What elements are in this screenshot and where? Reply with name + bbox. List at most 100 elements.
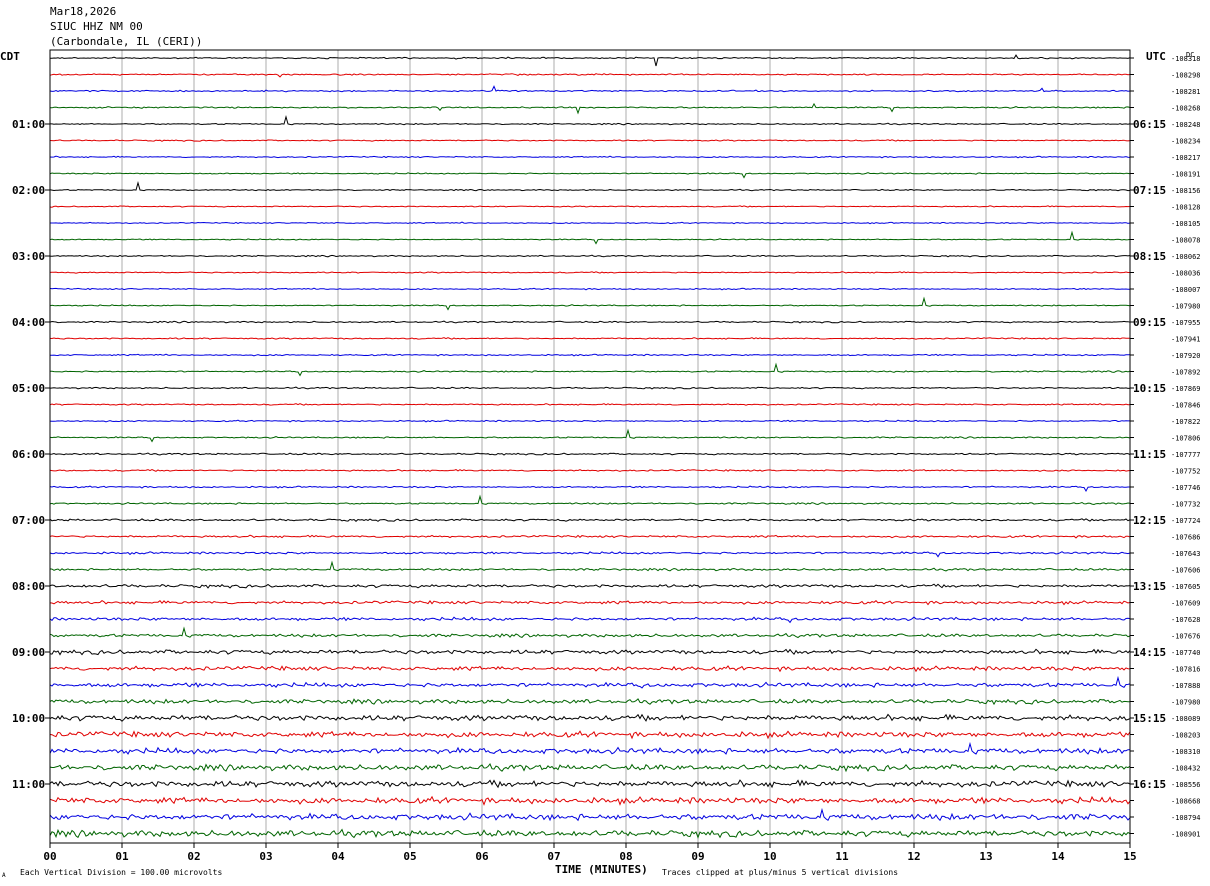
trace-5 — [50, 115, 1131, 126]
x-tick-label: 12 — [907, 850, 920, 863]
cdt-hour-label: 01:00 — [12, 118, 45, 131]
utc-hour-label: 07:15 — [1133, 184, 1166, 197]
trace-offset-label: -108007 — [1171, 286, 1201, 294]
trace-42 — [49, 730, 1131, 740]
trace-offset-label: -108298 — [1171, 72, 1201, 80]
trace-37 — [49, 648, 1131, 656]
station-location: (Carbondale, IL (CERI)) — [50, 35, 203, 48]
x-tick-label: 03 — [259, 850, 272, 863]
trace-offset-label: -108156 — [1171, 187, 1201, 195]
trace-20 — [49, 362, 1131, 377]
trace-offset-label: -107740 — [1171, 649, 1201, 657]
right-axis-label: UTC — [1146, 50, 1166, 63]
trace-4 — [49, 102, 1131, 115]
left-time-axis: 01:00 02:00 03:00 04:00 05:00 06:00 07:00 08:00… — [12, 118, 50, 791]
trace-offset-label: -108901 — [1171, 831, 1201, 839]
trace-26 — [49, 468, 1131, 472]
cdt-hour-label: 02:00 — [12, 184, 45, 197]
scale-note: Each Vertical Division = 100.00 microvol… — [20, 868, 222, 877]
x-tick-label: 11 — [835, 850, 849, 863]
trace-offset-label: -108281 — [1171, 88, 1201, 96]
cdt-hour-label: 06:00 — [12, 448, 45, 461]
trace-3 — [49, 85, 1131, 93]
utc-hour-label: 15:15 — [1133, 712, 1166, 725]
trace-12 — [49, 230, 1131, 245]
x-tick-label: 15 — [1123, 850, 1136, 863]
trace-offset-label: -108217 — [1171, 154, 1201, 162]
trace-offset-label: -108310 — [1171, 748, 1201, 756]
cdt-hour-label: 03:00 — [12, 250, 45, 263]
trace-7 — [49, 155, 1131, 159]
trace-offset-label: -107816 — [1171, 666, 1201, 674]
trace-48 — [49, 828, 1131, 839]
trace-29 — [49, 518, 1131, 522]
x-axis-title: TIME (MINUTES) — [555, 863, 648, 876]
trace-offset-label: -108078 — [1171, 237, 1201, 245]
trace-offset-label: -108036 — [1171, 270, 1201, 278]
top-right-tag: DC — [1186, 51, 1194, 59]
trace-offset-label: -108203 — [1171, 732, 1201, 740]
trace-offset-label: -107686 — [1171, 534, 1201, 542]
trace-offset-label: -108234 — [1171, 138, 1201, 146]
clip-note: Traces clipped at plus/minus 5 vertical … — [662, 868, 898, 877]
trace-offset-label: -107628 — [1171, 616, 1201, 624]
trace-22 — [49, 403, 1131, 406]
trace-offset-label: -108556 — [1171, 781, 1201, 789]
x-tick-label: 14 — [1051, 850, 1065, 863]
trace-offset-label: -107724 — [1171, 517, 1201, 525]
trace-41 — [49, 713, 1131, 722]
trace-group: -108318 -108298 -108281 -108268 -108248 -1082… — [49, 54, 1201, 839]
trace-44 — [49, 763, 1131, 773]
cdt-hour-label: 04:00 — [12, 316, 45, 329]
utc-hour-label: 14:15 — [1133, 646, 1166, 659]
trace-offset-label: -107732 — [1171, 501, 1201, 509]
trace-13 — [49, 254, 1131, 258]
x-tick-label: 08 — [619, 850, 632, 863]
left-axis-label: CDT — [0, 50, 20, 63]
x-tick-label: 01 — [115, 850, 129, 863]
trace-offset-label: -107941 — [1171, 336, 1201, 344]
utc-hour-label: 12:15 — [1133, 514, 1166, 527]
chart-date: Mar18,2026 — [50, 5, 117, 18]
trace-21 — [49, 386, 1131, 390]
trace-offset-label: -107806 — [1171, 435, 1201, 443]
trace-31 — [49, 551, 1131, 558]
cdt-hour-label: 08:00 — [12, 580, 45, 593]
trace-offset-label: -108794 — [1171, 814, 1201, 822]
trace-9 — [49, 181, 1131, 192]
plot-frame — [49, 49, 1131, 844]
right-time-axis: 06:15 07:15 08:15 09:15 10:15 11:15 12:15 13:15… — [1133, 118, 1166, 791]
trace-17 — [49, 320, 1131, 324]
trace-36 — [49, 626, 1131, 639]
trace-offset-label: -107676 — [1171, 633, 1201, 641]
cdt-hour-label: 11:00 — [12, 778, 45, 791]
trace-6 — [49, 139, 1131, 142]
trace-27 — [49, 485, 1130, 493]
trace-2 — [49, 73, 1131, 78]
utc-hour-label: 08:15 — [1133, 250, 1166, 263]
trace-43 — [49, 741, 1131, 755]
trace-offset-label: -108318 — [1171, 55, 1201, 63]
trace-offset-label: -107980 — [1171, 303, 1201, 311]
trace-1 — [49, 54, 1131, 67]
trace-35 — [49, 616, 1131, 624]
x-tick-label: 06 — [475, 850, 489, 863]
trace-offset-label: -108062 — [1171, 253, 1201, 261]
trace-offset-label: -107892 — [1171, 369, 1201, 377]
trace-offset-label: -107746 — [1171, 484, 1201, 492]
trace-14 — [49, 271, 1130, 274]
trace-offset-label: -107980 — [1171, 699, 1201, 707]
trace-16 — [49, 296, 1131, 311]
trace-45 — [49, 779, 1131, 789]
x-tick-label: 02 — [187, 850, 200, 863]
trace-offset-label: -107606 — [1171, 567, 1201, 575]
x-tick-label: 09 — [691, 850, 704, 863]
x-tick-label: 04 — [331, 850, 345, 863]
trace-offset-label: -108105 — [1171, 220, 1201, 228]
trace-offset-label: -107609 — [1171, 600, 1201, 608]
trace-46 — [49, 795, 1131, 806]
trace-11 — [50, 221, 1131, 225]
utc-hour-label: 11:15 — [1133, 448, 1166, 461]
trace-32 — [49, 560, 1131, 572]
trace-18 — [49, 337, 1130, 340]
